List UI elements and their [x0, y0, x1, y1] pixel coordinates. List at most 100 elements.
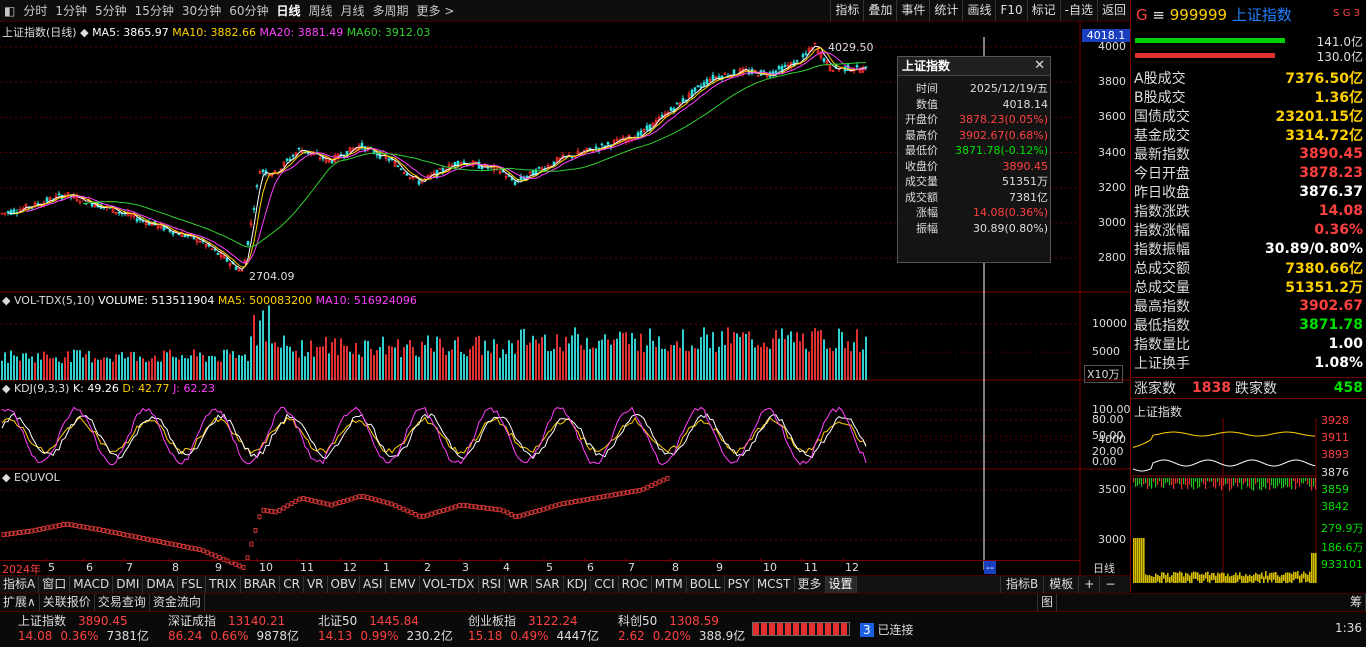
toolbar-button-0[interactable]: 指标	[830, 0, 863, 21]
toolbar-button-8[interactable]: 返回	[1096, 0, 1130, 21]
indicator-tab-1[interactable]: 窗口	[39, 576, 71, 593]
data-tooltip-window: 上证指数 ✕ 时间 2025/12/19/五 数值 4018.14 开盘价 3878.23…	[897, 56, 1051, 263]
x-month-tick: 7	[126, 561, 133, 574]
vol-unit: X10万	[1084, 365, 1123, 383]
period-tab-4[interactable]: 30分钟	[181, 4, 222, 18]
connection-status[interactable]: 3 已连接	[860, 621, 913, 638]
quote-row: 最高指数 3902.67	[1134, 296, 1363, 315]
tooltip-value: 3878.23(0.05%)	[958, 113, 1048, 126]
quote-row: 最低指数 3871.78	[1134, 315, 1363, 334]
index-quote[interactable]: 科创50 1308.59 2.62 0.20% 388.9亿	[618, 614, 758, 644]
index-quote[interactable]: 创业板指 3122.24 15.18 0.49% 4447亿	[468, 614, 608, 644]
indicator-b-tabs: 指标B 模板 + −	[1000, 575, 1130, 593]
volume-bars	[1, 305, 867, 380]
indicator-b-tab-2[interactable]: +	[1078, 576, 1099, 593]
ext-tab-2[interactable]: 交易查询	[95, 594, 150, 611]
intraday-mini-chart[interactable]	[1131, 418, 1366, 583]
eq-y-tick: 3000	[1098, 533, 1126, 546]
toolbar-button-1[interactable]: 叠加	[863, 0, 896, 21]
index-quote[interactable]: 深证成指 13140.21 86.24 0.66% 9878亿	[168, 614, 308, 644]
indicator-tab-6[interactable]: TRIX	[206, 576, 241, 593]
indicator-tab-5[interactable]: FSL	[178, 576, 207, 593]
main-y-tick: 3600	[1098, 110, 1126, 124]
clock: 1:36	[1335, 621, 1362, 635]
toolbar-button-2[interactable]: 事件	[896, 0, 929, 21]
index-name: 上证指数	[1231, 6, 1292, 24]
toolbar-button-6[interactable]: 标记	[1026, 0, 1060, 21]
indicator-b-tab-1[interactable]: 模板	[1043, 576, 1078, 593]
indicator-tab-16[interactable]: SAR	[532, 576, 564, 593]
x-month-tick: 2	[424, 561, 431, 574]
indicator-tab-4[interactable]: DMA	[143, 576, 179, 593]
main-y-tick: 4000	[1098, 40, 1126, 53]
main-y-tick: 3400	[1098, 145, 1126, 159]
period-tab-9[interactable]: 多周期	[372, 4, 409, 18]
kdj-y-tick: 20.00	[1092, 444, 1124, 458]
kdj-title-icon[interactable]: ◆	[2, 382, 11, 395]
period-tab-6[interactable]: 日线	[276, 4, 301, 18]
tooltip-value: 14.08(0.36%)	[972, 206, 1048, 219]
toolbar-button-3[interactable]: 统计	[929, 0, 962, 21]
indicator-tab-0[interactable]: 指标A	[0, 576, 40, 593]
ext-right-tab-1[interactable]: 筹	[1347, 594, 1366, 611]
ma10-line	[14, 47, 867, 268]
quote-value: 3902.67	[1299, 297, 1363, 314]
menu-lines-icon[interactable]: ≡	[1152, 6, 1165, 24]
ext-right-tab-0[interactable]: 图	[1036, 594, 1057, 611]
indicator-tab-25[interactable]: 设置	[825, 576, 857, 593]
x-month-tick: 6	[587, 561, 594, 574]
indicator-tab-19[interactable]: ROC	[619, 576, 652, 593]
quote-value: 7376.50亿	[1285, 70, 1363, 87]
toolbar-button-5[interactable]: F10	[995, 0, 1026, 21]
period-tab-1[interactable]: 1分钟	[55, 4, 87, 18]
indicator-tab-22[interactable]: PSY	[725, 576, 754, 593]
kdj-y-tick: 100.00	[1092, 403, 1131, 416]
indicator-tab-13[interactable]: VOL-TDX	[420, 576, 479, 593]
indicator-tab-21[interactable]: BOLL	[687, 576, 725, 593]
indicator-tab-23[interactable]: MCST	[754, 576, 795, 593]
period-tab-2[interactable]: 5分钟	[95, 4, 127, 18]
period-tab-5[interactable]: 60分钟	[229, 4, 269, 18]
ext-tab-0[interactable]: 扩展∧	[0, 594, 40, 611]
indicator-b-tab-0[interactable]: 指标B	[1000, 576, 1043, 593]
period-tab-0[interactable]: 分时	[23, 4, 48, 18]
quote-label: 总成交量	[1134, 279, 1190, 296]
period-tab-7[interactable]: 周线	[308, 4, 333, 18]
indicator-tab-15[interactable]: WR	[505, 576, 533, 593]
toolbar-button-7[interactable]: -自选	[1059, 0, 1097, 21]
ext-tab-3[interactable]: 资金流向	[150, 594, 205, 611]
quote-row: 指数振幅 30.89/0.80%	[1134, 239, 1363, 258]
vol-title-icon[interactable]: ◆	[2, 294, 11, 307]
indicator-tab-8[interactable]: CR	[280, 576, 304, 593]
indicator-tab-17[interactable]: KDJ	[564, 576, 592, 593]
indicator-tab-10[interactable]: OBV	[328, 576, 361, 593]
indicator-tab-7[interactable]: BRAR	[241, 576, 281, 593]
indicator-tab-20[interactable]: MTM	[652, 576, 687, 593]
indicator-tab-24[interactable]: 更多	[795, 576, 826, 593]
index-quote[interactable]: 上证指数 3890.45 14.08 0.36% 7381亿	[18, 614, 158, 644]
main-chart-legend: 上证指数(日线) ◆ MA5: 3865.97 MA10: 3882.66 MA…	[2, 24, 430, 40]
indicator-tab-12[interactable]: EMV	[386, 576, 420, 593]
indicator-tab-14[interactable]: RSI	[479, 576, 506, 593]
close-icon[interactable]: ✕	[1034, 58, 1045, 73]
indicator-tab-18[interactable]: CCI	[591, 576, 619, 593]
toggle-icon[interactable]: ◆	[80, 26, 89, 39]
menu-icon[interactable]: ◧	[4, 3, 16, 18]
indicator-tab-9[interactable]: VR	[304, 576, 328, 593]
quote-row: B股成交 1.36亿	[1134, 87, 1363, 106]
indicator-tab-3[interactable]: DMI	[113, 576, 144, 593]
indicator-b-tab-3[interactable]: −	[1099, 576, 1120, 593]
ext-tab-1[interactable]: 关联报价	[40, 594, 95, 611]
quote-value: 3876.37	[1299, 183, 1363, 200]
period-tab-8[interactable]: 月线	[340, 4, 365, 18]
ma60-value: MA60: 3912.03	[346, 26, 431, 39]
toolbar-button-4[interactable]: 画线	[962, 0, 995, 21]
indicator-tab-2[interactable]: MACD	[70, 576, 114, 593]
period-tab-10[interactable]: 更多 >	[416, 4, 455, 18]
index-quote[interactable]: 北证50 1445.84 14.13 0.99% 230.2亿	[318, 614, 458, 644]
period-tab-3[interactable]: 15分钟	[134, 4, 174, 18]
tooltip-label: 振幅	[916, 221, 938, 235]
equvol-title-icon[interactable]: ◆	[2, 471, 11, 484]
indicator-tab-11[interactable]: ASI	[360, 576, 387, 593]
mini-vol-tick: 933101	[1321, 558, 1363, 571]
